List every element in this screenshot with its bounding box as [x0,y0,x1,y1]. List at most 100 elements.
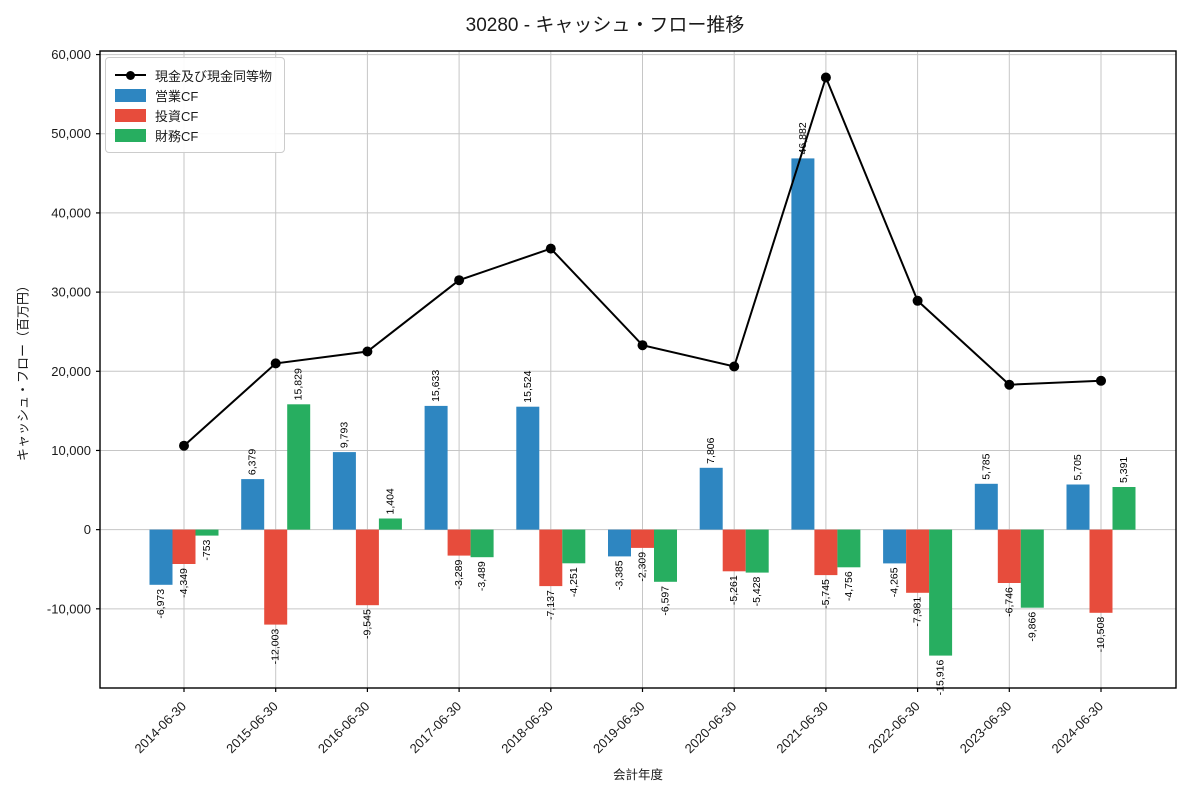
y-tick-label: 50,000 [51,126,91,141]
y-tick-label: -10,000 [47,601,91,616]
bar-2-10 [1112,487,1136,530]
bar-0-0 [149,529,173,585]
bar-2-5 [654,529,677,582]
bar-2-7 [837,529,861,568]
financing-cf-swatch-icon [115,128,146,142]
bar-value-label: -6,973 [155,589,167,619]
cash-line-point-5 [637,340,648,351]
bar-0-2 [332,452,356,530]
bar-1-4 [539,529,563,587]
chart-legend: 現金及び現金同等物 営業CF 投資CF 財務CF [105,57,285,153]
y-tick-label: 60,000 [51,47,91,62]
bar-value-label: 5,705 [1072,454,1084,480]
bar-0-10 [1066,484,1090,530]
cash-line-point-1 [270,358,281,369]
bar-value-label: 1,404 [384,488,396,514]
x-axis-label: 会計年度 [612,768,664,782]
bar-1-3 [447,529,471,556]
cash-line-point-8 [912,295,923,306]
y-tick-label: 0 [84,522,91,537]
x-tick-label: 2017-06-30 [407,699,465,757]
bar-value-label: -10,508 [1095,617,1107,653]
bar-value-label: -3,489 [476,561,488,591]
bar-1-9 [997,529,1021,583]
bar-2-4 [562,529,586,564]
bar-value-label: -4,251 [568,567,580,597]
cash-line-point-4 [545,243,556,254]
cash-line-point-9 [1004,379,1015,390]
bar-2-0 [195,529,219,536]
cash-line-point-6 [729,361,740,372]
cash-line-point-10 [1096,375,1106,386]
bar-value-label: -15,916 [935,660,947,696]
legend-label: 営業CF [155,88,199,104]
bar-0-3 [424,405,448,530]
bar-value-label: 7,806 [705,437,717,463]
bar-1-0 [172,529,196,564]
x-tick-label: 2018-06-30 [498,699,556,757]
bar-value-label: -753 [201,539,213,560]
bar-value-label: -5,745 [820,579,832,609]
bar-1-8 [906,529,930,593]
cash-line-point-2 [362,346,373,357]
bar-0-5 [608,529,631,557]
bar-2-6 [745,529,769,573]
bar-0-7 [791,158,815,530]
legend-label: 現金及び現金同等物 [155,68,273,84]
legend-item-cash-equivalents: 現金及び現金同等物 [115,65,275,85]
bar-value-label: -7,137 [545,590,557,620]
bar-value-label: 5,391 [1118,457,1130,483]
bar-1-2 [355,529,379,606]
bar-1-10 [1089,529,1113,613]
bar-value-label: -3,289 [453,560,465,590]
y-tick-label: 20,000 [51,364,91,379]
line-marker-swatch-icon [115,69,146,82]
cash-line-point-0 [179,440,189,451]
bar-value-label: -5,428 [751,576,763,606]
bar-2-8 [929,529,953,656]
bar-value-label: -9,545 [361,609,373,639]
bar-value-label: -7,981 [912,597,924,627]
x-tick-label: 2022-06-30 [865,699,923,757]
x-tick-label: 2015-06-30 [223,699,281,757]
y-tick-label: 30,000 [51,285,91,300]
x-tick-label: 2019-06-30 [590,699,648,757]
x-tick-label: 2021-06-30 [773,699,831,757]
investing-cf-swatch-icon [115,108,146,122]
bar-1-6 [722,529,746,572]
x-tick-label: 2024-06-30 [1048,699,1106,757]
bar-0-9 [974,483,998,530]
plot-border [99,50,1177,689]
bar-value-label: 15,524 [522,370,534,402]
bar-value-label: 15,829 [293,368,305,400]
bar-value-label: -12,003 [270,629,282,665]
bar-value-label: -4,349 [178,568,190,598]
cash-line-point-3 [454,275,465,286]
bar-0-8 [883,529,907,564]
bar-value-label: -6,746 [1003,587,1015,617]
bar-value-label: 9,793 [338,422,350,448]
chart-title: 30280 - キャッシュ・フロー推移 [465,15,745,36]
bar-value-label: -9,866 [1026,612,1038,642]
y-tick-label: 40,000 [51,205,91,220]
bar-value-label: -3,385 [614,560,626,590]
bar-2-2 [378,518,402,530]
legend-item-investing-cf: 投資CF [115,105,275,125]
bar-value-label: -2,309 [637,552,649,582]
bar-1-1 [264,529,288,625]
y-tick-label: 10,000 [51,443,91,458]
legend-label: 投資CF [155,108,199,124]
bar-2-1 [287,404,311,530]
bar-1-7 [814,529,838,576]
cash-line-point-7 [820,72,831,83]
x-tick-label: 2016-06-30 [315,699,373,757]
legend-item-operating-cf: 営業CF [115,85,275,105]
bar-0-4 [516,406,540,530]
bar-value-label: -4,756 [843,571,855,601]
legend-item-financing-cf: 財務CF [115,125,275,145]
operating-cf-swatch-icon [115,88,146,102]
bar-value-label: 46,882 [797,122,809,154]
x-tick-label: 2023-06-30 [957,699,1015,757]
bar-0-6 [699,467,723,530]
